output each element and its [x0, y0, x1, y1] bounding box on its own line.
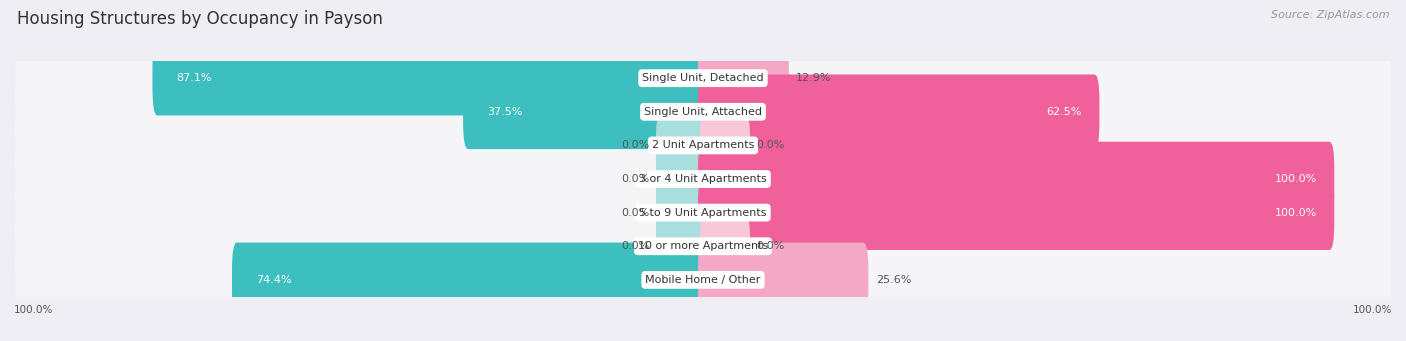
Text: 0.0%: 0.0%	[621, 174, 650, 184]
Text: 100.0%: 100.0%	[1274, 208, 1317, 218]
Text: 0.0%: 0.0%	[621, 241, 650, 251]
FancyBboxPatch shape	[15, 254, 1391, 306]
Text: 87.1%: 87.1%	[176, 73, 212, 83]
FancyBboxPatch shape	[657, 219, 706, 273]
Text: 0.0%: 0.0%	[621, 140, 650, 150]
FancyBboxPatch shape	[657, 118, 706, 173]
Text: 0.0%: 0.0%	[756, 241, 785, 251]
Text: 62.5%: 62.5%	[1046, 107, 1083, 117]
FancyBboxPatch shape	[15, 53, 1391, 104]
Text: Single Unit, Attached: Single Unit, Attached	[644, 107, 762, 117]
Text: 25.6%: 25.6%	[876, 275, 911, 285]
FancyBboxPatch shape	[697, 142, 1334, 216]
FancyBboxPatch shape	[15, 153, 1391, 205]
FancyBboxPatch shape	[697, 41, 789, 116]
FancyBboxPatch shape	[15, 187, 1391, 238]
FancyBboxPatch shape	[657, 186, 706, 240]
Text: Mobile Home / Other: Mobile Home / Other	[645, 275, 761, 285]
FancyBboxPatch shape	[697, 242, 869, 317]
FancyBboxPatch shape	[700, 118, 749, 173]
FancyBboxPatch shape	[700, 219, 749, 273]
Text: 3 or 4 Unit Apartments: 3 or 4 Unit Apartments	[640, 174, 766, 184]
Text: 100.0%: 100.0%	[1274, 174, 1317, 184]
FancyBboxPatch shape	[15, 120, 1391, 171]
FancyBboxPatch shape	[15, 86, 1391, 137]
FancyBboxPatch shape	[232, 242, 709, 317]
Text: 0.0%: 0.0%	[621, 208, 650, 218]
FancyBboxPatch shape	[697, 175, 1334, 250]
FancyBboxPatch shape	[657, 152, 706, 206]
Text: Single Unit, Detached: Single Unit, Detached	[643, 73, 763, 83]
Text: 74.4%: 74.4%	[256, 275, 291, 285]
Text: 12.9%: 12.9%	[796, 73, 832, 83]
Text: Housing Structures by Occupancy in Payson: Housing Structures by Occupancy in Payso…	[17, 10, 382, 28]
FancyBboxPatch shape	[152, 41, 709, 116]
Text: 2 Unit Apartments: 2 Unit Apartments	[652, 140, 754, 150]
FancyBboxPatch shape	[15, 221, 1391, 272]
Text: 100.0%: 100.0%	[1353, 305, 1392, 315]
Text: 37.5%: 37.5%	[486, 107, 522, 117]
FancyBboxPatch shape	[697, 74, 1099, 149]
FancyBboxPatch shape	[463, 74, 709, 149]
Text: Source: ZipAtlas.com: Source: ZipAtlas.com	[1271, 10, 1389, 20]
Text: 10 or more Apartments: 10 or more Apartments	[638, 241, 768, 251]
Text: 0.0%: 0.0%	[756, 140, 785, 150]
Text: 100.0%: 100.0%	[14, 305, 53, 315]
Text: 5 to 9 Unit Apartments: 5 to 9 Unit Apartments	[640, 208, 766, 218]
